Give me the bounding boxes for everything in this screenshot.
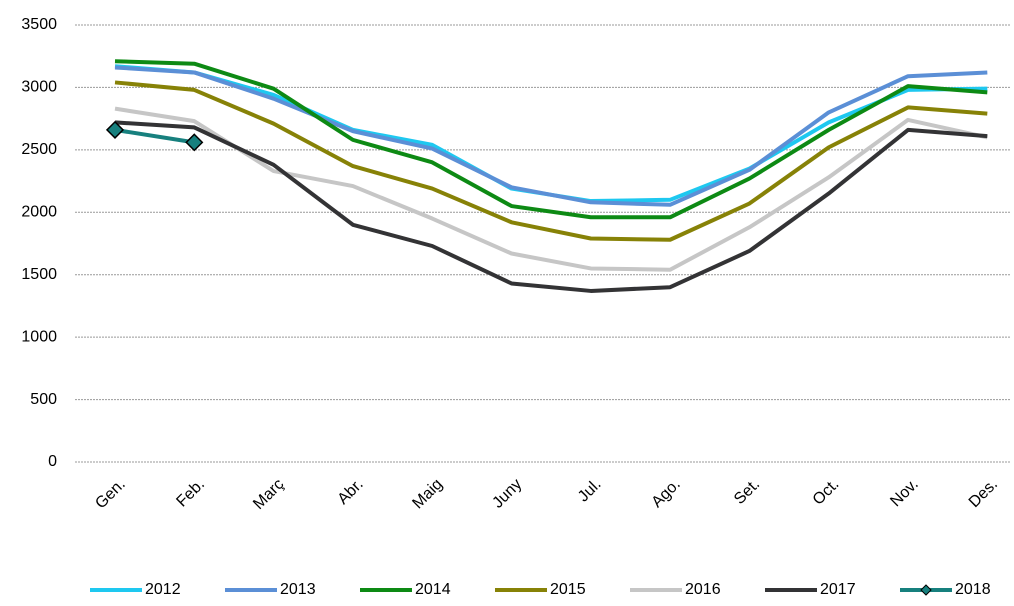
- legend-label: 2012: [145, 581, 181, 598]
- x-tick-label: Ago.: [649, 476, 684, 511]
- series-line: [114, 59, 988, 220]
- y-tick-label: 2000: [21, 204, 57, 221]
- series-line: [114, 65, 988, 207]
- x-tick-label: Abr.: [335, 476, 367, 508]
- y-tick-label: 3000: [21, 79, 57, 96]
- x-tick-label: Oct.: [810, 476, 843, 509]
- x-tick-label: Juny: [489, 476, 525, 512]
- x-tick-label: Des.: [966, 476, 1001, 511]
- legend-label: 2016: [685, 581, 721, 598]
- legend-label: 2015: [550, 581, 586, 598]
- series-line: [114, 127, 195, 145]
- y-tick-label: 3500: [21, 16, 57, 33]
- x-tick-label: Març: [250, 476, 287, 513]
- x-tick-label: Maig: [409, 476, 446, 513]
- legend-label: 2013: [280, 581, 316, 598]
- legend-label: 2017: [820, 581, 856, 598]
- legend-label: 2018: [955, 581, 991, 598]
- y-tick-label: 1000: [21, 328, 57, 345]
- y-tick-label: 1500: [21, 266, 57, 283]
- y-tick-label: 0: [48, 453, 57, 470]
- legend-marker: [920, 584, 932, 596]
- marker: [105, 120, 125, 139]
- x-tick-label: Gen.: [92, 476, 129, 513]
- legend-label: 2014: [415, 581, 451, 598]
- x-tick-label: Jul.: [575, 476, 605, 506]
- series-line: [114, 120, 988, 293]
- y-tick-label: 2500: [21, 141, 57, 158]
- marker: [185, 133, 204, 152]
- x-tick-label: Nov.: [887, 476, 921, 510]
- x-tick-label: Feb.: [173, 476, 208, 511]
- series-line: [114, 80, 988, 242]
- y-tick-label: 500: [30, 391, 57, 408]
- x-tick-label: Set.: [731, 476, 763, 508]
- series-line: [114, 106, 988, 272]
